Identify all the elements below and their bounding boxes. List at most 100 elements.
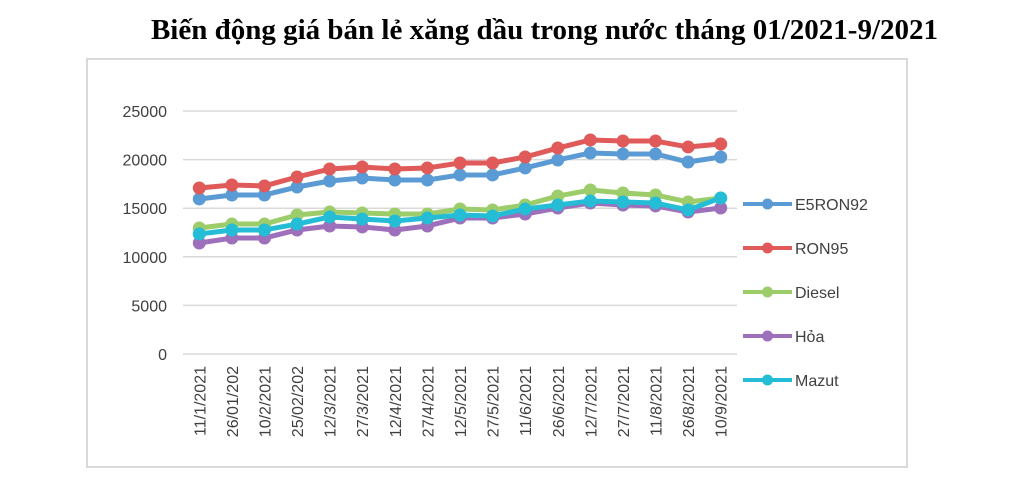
data-point <box>192 192 206 206</box>
data-point <box>453 156 467 170</box>
data-point <box>225 178 239 192</box>
chart-frame <box>86 58 908 468</box>
series-mazut <box>192 191 728 241</box>
legend-label: RON95 <box>795 241 848 258</box>
data-point <box>551 189 565 203</box>
series-lines <box>192 133 728 250</box>
y-tick-label: 25000 <box>123 104 168 121</box>
x-tick-label: 26/01/202 <box>225 366 242 437</box>
x-tick-label: 11/8/2021 <box>649 366 666 436</box>
data-point <box>616 147 630 161</box>
data-point <box>420 211 434 225</box>
data-point <box>323 174 337 188</box>
data-point <box>486 209 500 223</box>
series-ron95 <box>192 133 728 195</box>
legend-item: RON95 <box>743 241 848 258</box>
series-e5ron92 <box>192 146 728 206</box>
data-point <box>453 208 467 222</box>
legend-marker <box>762 198 773 210</box>
data-point <box>257 179 271 193</box>
x-tick-label: 10/2/2021 <box>257 366 274 437</box>
x-tick-label: 12/4/2021 <box>388 366 405 437</box>
data-point <box>290 208 304 222</box>
legend-item: Hỏa <box>743 329 824 346</box>
data-point <box>355 212 369 226</box>
data-point <box>323 210 337 224</box>
x-axis-ticks: 11/1/2021 26/01/202 10/2/2021 25/02/202 12/3… <box>192 366 730 437</box>
data-point <box>518 161 532 175</box>
data-point <box>420 173 434 187</box>
data-point <box>225 188 239 202</box>
y-tick-label: 20000 <box>123 153 168 170</box>
data-point <box>257 188 271 202</box>
x-tick-label: 26/6/2021 <box>551 366 568 437</box>
x-tick-label: 27/3/2021 <box>355 366 372 437</box>
legend-marker <box>762 330 773 342</box>
data-point <box>388 173 402 187</box>
data-point <box>518 202 532 216</box>
x-tick-label: 12/7/2021 <box>583 366 600 437</box>
legend-item: Mazut <box>743 373 839 390</box>
y-tick-label: 5000 <box>131 298 167 315</box>
data-point <box>323 219 337 233</box>
data-point <box>681 155 695 169</box>
data-point <box>388 162 402 176</box>
data-point <box>453 168 467 182</box>
x-tick-label: 25/02/202 <box>290 366 307 437</box>
data-point <box>290 180 304 194</box>
x-tick-label: 11/1/2021 <box>192 366 209 436</box>
data-point <box>486 156 500 170</box>
data-point <box>714 201 728 215</box>
data-point <box>355 160 369 174</box>
data-point <box>583 133 597 147</box>
data-point <box>388 223 402 237</box>
data-point <box>681 203 695 217</box>
data-point <box>583 183 597 197</box>
legend-label: Mazut <box>795 373 839 390</box>
legend-label: E5RON92 <box>795 197 868 214</box>
data-point <box>714 191 728 205</box>
data-point <box>192 236 206 250</box>
data-point <box>290 170 304 184</box>
x-tick-label: 26/8/2021 <box>681 366 698 437</box>
y-tick-label: 15000 <box>123 201 168 218</box>
chart-title: Biến động giá bán lẻ xăng dầu trong nước… <box>150 14 939 46</box>
data-point <box>192 181 206 195</box>
data-point <box>323 162 337 176</box>
y-axis-ticks: 0 5000 10000 15000 20000 25000 <box>123 104 168 364</box>
x-tick-label: 10/9/2021 <box>714 366 731 437</box>
x-tick-label: 12/3/2021 <box>323 366 340 437</box>
data-point <box>583 194 597 208</box>
data-point <box>616 195 630 209</box>
data-point <box>388 214 402 228</box>
data-point <box>681 140 695 154</box>
x-tick-label: 27/4/2021 <box>420 366 437 437</box>
data-point <box>714 150 728 164</box>
data-point <box>225 223 239 237</box>
data-point <box>551 141 565 155</box>
legend-marker <box>762 286 773 298</box>
data-point <box>714 137 728 151</box>
data-point <box>518 150 532 164</box>
legend-marker <box>762 242 773 254</box>
data-point <box>551 153 565 167</box>
data-point <box>616 186 630 200</box>
x-tick-label: 27/7/2021 <box>616 366 633 437</box>
data-point <box>355 171 369 185</box>
data-point <box>649 147 663 161</box>
data-point <box>257 223 271 237</box>
legend-label: Diesel <box>795 285 839 302</box>
data-point <box>649 196 663 210</box>
y-tick-label: 10000 <box>123 250 168 267</box>
data-point <box>583 146 597 160</box>
data-point <box>420 161 434 175</box>
x-tick-label: 12/5/2021 <box>453 366 470 437</box>
data-point <box>551 198 565 212</box>
x-tick-label: 11/6/2021 <box>518 366 535 436</box>
data-point <box>616 134 630 148</box>
legend-label: Hỏa <box>795 329 824 346</box>
data-point <box>486 168 500 182</box>
x-tick-label: 27/5/2021 <box>486 366 503 437</box>
data-point <box>192 227 206 241</box>
